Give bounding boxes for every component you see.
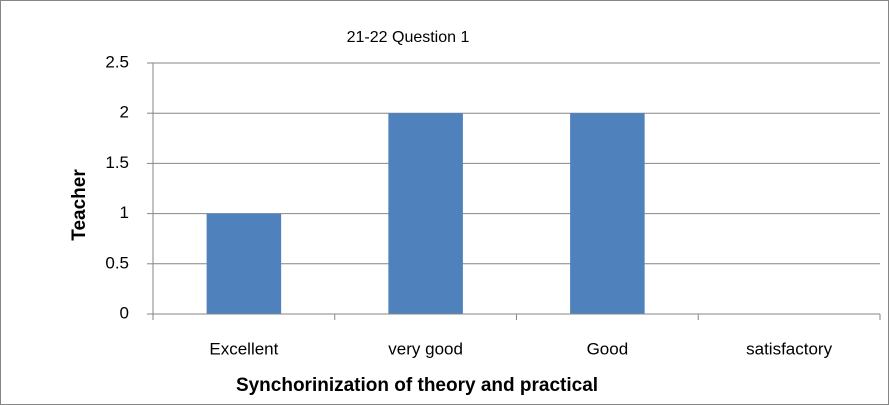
- x-tick-label: very good: [388, 339, 463, 358]
- y-tick-label: 0: [120, 303, 129, 322]
- bar: [570, 113, 645, 314]
- bar: [206, 213, 282, 314]
- x-tick-label: satisfactory: [746, 339, 832, 358]
- x-axis-title: Synchorinization of theory and practical: [236, 375, 598, 396]
- y-tick-label: 0.5: [105, 253, 129, 272]
- y-tick-label: 1.5: [105, 153, 129, 172]
- y-tick-label: 1: [120, 203, 129, 222]
- x-tick-label: Good: [587, 339, 629, 358]
- y-tick-label: 2: [120, 103, 129, 122]
- chart-title: 21-22 Question 1: [347, 29, 470, 46]
- y-tick-label: 2.5: [105, 52, 129, 71]
- bar: [388, 113, 463, 314]
- y-axis-title: Teacher: [69, 169, 90, 241]
- x-tick-label: Excellent: [209, 339, 278, 358]
